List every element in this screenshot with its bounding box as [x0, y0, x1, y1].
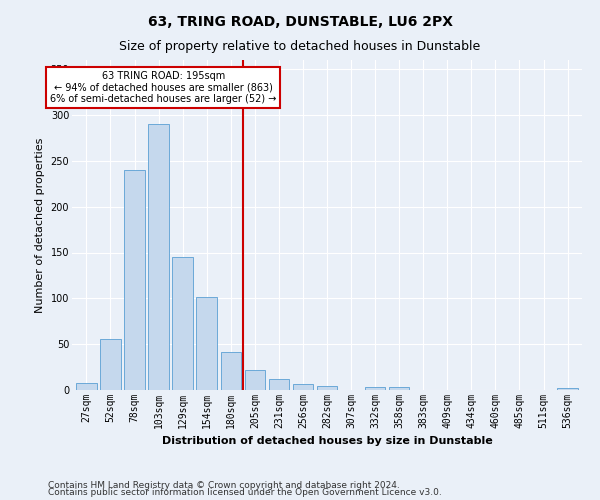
Y-axis label: Number of detached properties: Number of detached properties: [35, 138, 45, 312]
Bar: [365, 387, 385, 390]
Bar: [76, 382, 97, 390]
Bar: [293, 384, 313, 390]
Bar: [389, 387, 409, 390]
Bar: [172, 257, 193, 390]
Bar: [148, 124, 169, 390]
Bar: [221, 352, 241, 390]
Bar: [317, 386, 337, 390]
Text: 63 TRING ROAD: 195sqm
← 94% of detached houses are smaller (863)
6% of semi-deta: 63 TRING ROAD: 195sqm ← 94% of detached …: [50, 71, 277, 104]
Text: Size of property relative to detached houses in Dunstable: Size of property relative to detached ho…: [119, 40, 481, 53]
Bar: [269, 379, 289, 390]
Bar: [100, 338, 121, 390]
Bar: [557, 388, 578, 390]
Text: Contains HM Land Registry data © Crown copyright and database right 2024.: Contains HM Land Registry data © Crown c…: [48, 480, 400, 490]
Text: Contains public sector information licensed under the Open Government Licence v3: Contains public sector information licen…: [48, 488, 442, 497]
X-axis label: Distribution of detached houses by size in Dunstable: Distribution of detached houses by size …: [161, 436, 493, 446]
Bar: [196, 298, 217, 390]
Bar: [245, 370, 265, 390]
Text: 63, TRING ROAD, DUNSTABLE, LU6 2PX: 63, TRING ROAD, DUNSTABLE, LU6 2PX: [148, 15, 452, 29]
Bar: [124, 170, 145, 390]
